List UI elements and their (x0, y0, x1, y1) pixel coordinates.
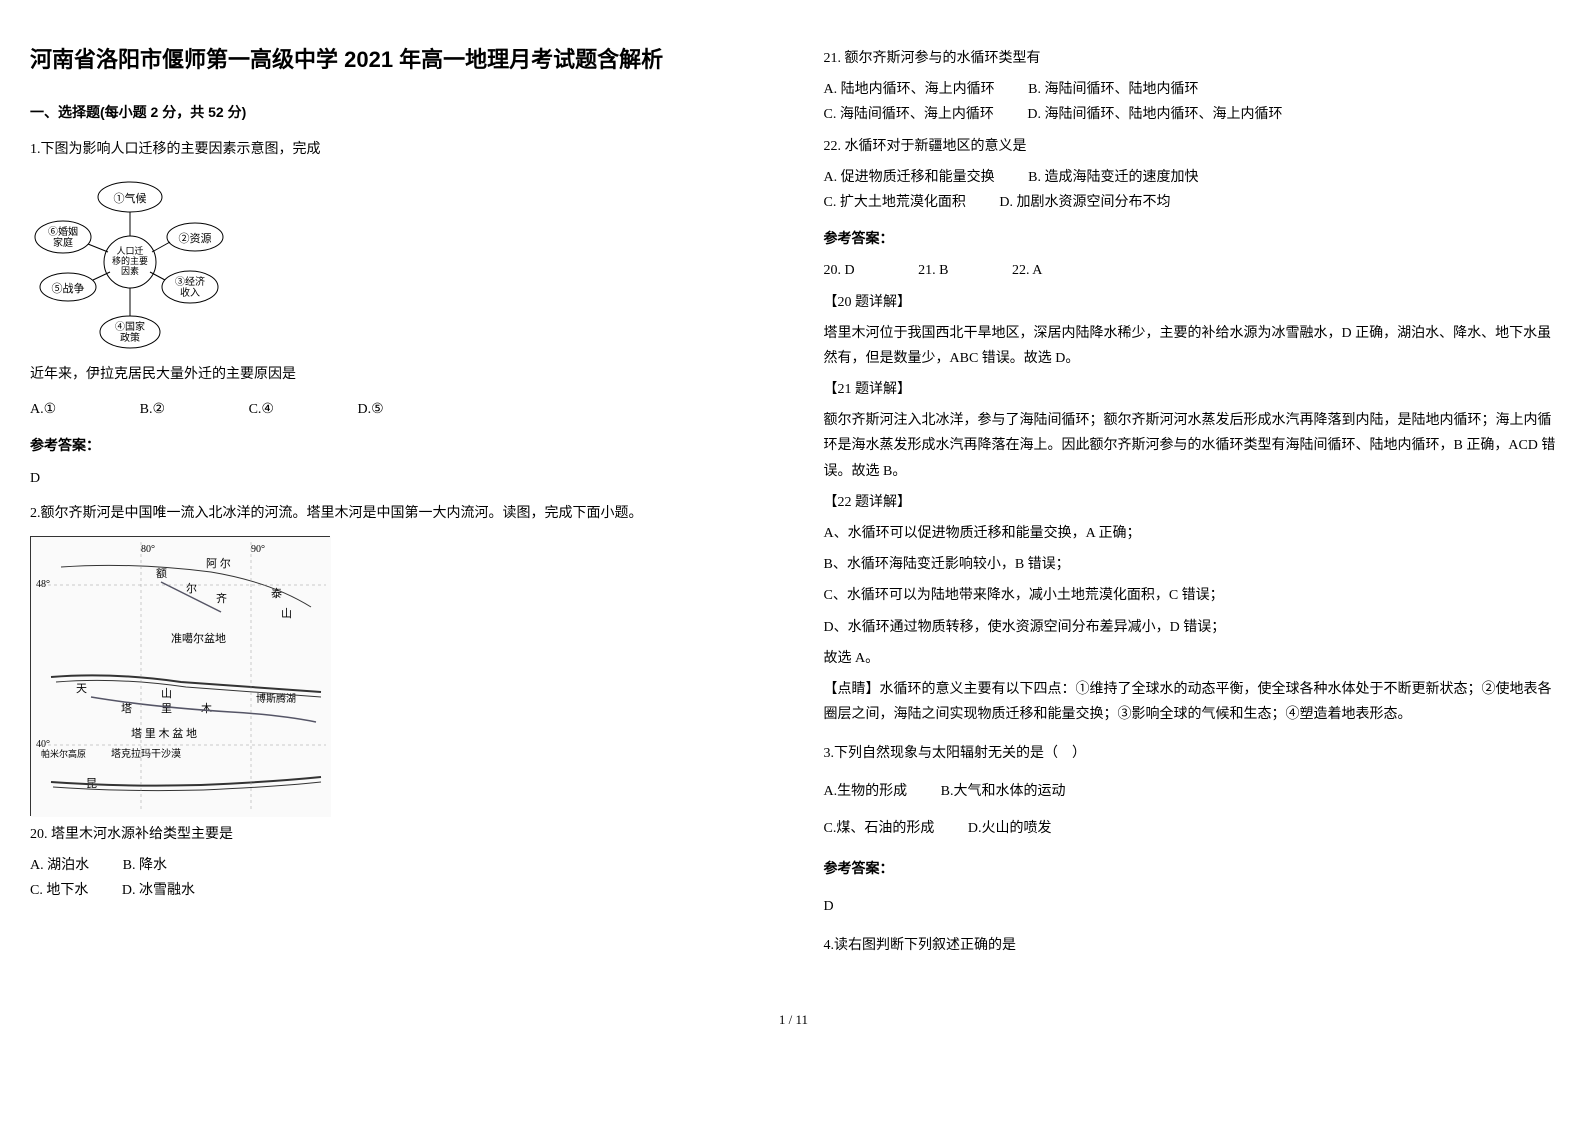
question-1-options: A.① B.② C.④ D.⑤ (30, 397, 764, 422)
q20-option-d: D. 冰雪融水 (122, 878, 195, 903)
center-3: 因素 (121, 265, 139, 276)
explain-21-text: 额尔齐斯河注入北冰洋，参与了海陆间循环；额尔齐斯河河水蒸发后形成水汽再降落到内陆… (824, 408, 1558, 484)
explain-22-tip: 【点睛】水循环的意义主要有以下四点：①维持了全球水的动态平衡，使全球各种水体处于… (824, 677, 1558, 727)
factor-6a: ⑥婚姻 (48, 225, 78, 238)
explain-22-heading: 【22 题详解】 (824, 490, 1558, 515)
q1-answer: D (30, 466, 764, 491)
factor-diagram: ①气候 ②资源 ③经济 收入 ④国家 政策 ⑤战争 ⑥婚姻 家庭 人口迁 移的主… (30, 172, 230, 352)
svg-text:塔: 塔 (121, 702, 132, 715)
q22-option-c: C. 扩大土地荒漠化面积 (824, 190, 966, 215)
q22-option-a: A. 促进物质迁移和能量交换 (824, 165, 995, 190)
factor-4b: 政策 (120, 331, 140, 344)
svg-text:山: 山 (281, 607, 292, 620)
svg-text:80°: 80° (141, 544, 155, 555)
q21-option-a: A. 陆地内循环、海上内循环 (824, 77, 995, 102)
question-20-options-cd: C. 地下水 D. 冰雪融水 (30, 878, 764, 903)
explain-20-heading: 【20 题详解】 (824, 290, 1558, 315)
q20-option-b: B. 降水 (123, 853, 167, 878)
factor-1: ①气候 (114, 191, 147, 205)
explain-22-d: D、水循环通过物质转移，使水资源空间分布差异减小，D 错误； (824, 615, 1558, 640)
svg-text:里: 里 (161, 702, 172, 715)
q3-answer-label: 参考答案： (824, 857, 1558, 882)
svg-text:齐: 齐 (216, 591, 227, 605)
svg-text:塔克拉玛干沙漠: 塔克拉玛干沙漠 (111, 747, 181, 760)
question-21-options-ab: A. 陆地内循环、海上内循环 B. 海陆间循环、陆地内循环 (824, 77, 1558, 102)
explain-22-c: C、水循环可以为陆地带来降水，减小土地荒漠化面积，C 错误； (824, 583, 1558, 608)
svg-text:帕米尔高原: 帕米尔高原 (41, 748, 86, 759)
answers-20-22-label: 参考答案： (824, 227, 1558, 252)
svg-text:木: 木 (201, 702, 212, 715)
question-21-text: 21. 额尔齐斯河参与的水循环类型有 (824, 46, 1558, 71)
question-20-text: 20. 塔里木河水源补给类型主要是 (30, 822, 764, 847)
q21-option-b: B. 海陆间循环、陆地内循环 (1028, 77, 1198, 102)
right-column: 21. 额尔齐斯河参与的水循环类型有 A. 陆地内循环、海上内循环 B. 海陆间… (824, 40, 1558, 968)
svg-text:准噶尔盆地: 准噶尔盆地 (171, 631, 226, 645)
question-1-prompt: 近年来，伊拉克居民大量外迁的主要原因是 (30, 362, 764, 387)
q3-answer: D (824, 894, 1558, 919)
factor-4a: ④国家 (115, 320, 145, 333)
factor-3b: 收入 (180, 286, 200, 299)
question-22-text: 22. 水循环对于新疆地区的意义是 (824, 134, 1558, 159)
q22-option-b: B. 造成海陆变迁的速度加快 (1028, 165, 1198, 190)
left-column: 河南省洛阳市偃师第一高级中学 2021 年高一地理月考试题含解析 一、选择题(每… (30, 40, 764, 968)
q21-option-d: D. 海陆间循环、陆地内循环、海上内循环 (1027, 102, 1282, 127)
svg-text:48°: 48° (36, 579, 50, 590)
question-3-options-ab: A.生物的形成 B.大气和水体的运动 (824, 779, 1558, 804)
factor-5: ⑤战争 (52, 281, 85, 295)
factor-6b: 家庭 (53, 236, 73, 249)
q1-option-b: B.② (140, 397, 165, 422)
xinjiang-map: 80° 90° 48° 40° 额 阿 尔 尔 齐 泰 山 准噶尔盆地 天 山 … (30, 536, 330, 816)
answer-22: 22. A (1012, 258, 1042, 283)
svg-text:额: 额 (156, 567, 167, 580)
question-3-options-cd: C.煤、石油的形成 D.火山的喷发 (824, 816, 1558, 841)
q1-option-c: C.④ (249, 397, 274, 422)
q22-option-d: D. 加剧水资源空间分布不均 (999, 190, 1170, 215)
q3-option-a: A.生物的形成 (824, 779, 908, 804)
question-3-text: 3.下列自然现象与太阳辐射无关的是（ ） (824, 741, 1558, 766)
explain-22-a: A、水循环可以促进物质迁移和能量交换，A 正确； (824, 521, 1558, 546)
explain-22-conclusion: 故选 A。 (824, 646, 1558, 671)
svg-text:天: 天 (76, 683, 87, 695)
explain-22-b: B、水循环海陆变迁影响较小，B 错误； (824, 552, 1558, 577)
center-1: 人口迁 (116, 246, 143, 256)
explain-21-heading: 【21 题详解】 (824, 377, 1558, 402)
question-4-text: 4.读右图判断下列叙述正确的是 (824, 933, 1558, 958)
factor-2: ②资源 (179, 231, 212, 245)
q1-answer-label: 参考答案： (30, 434, 764, 459)
q20-option-c: C. 地下水 (30, 878, 88, 903)
question-2-text: 2.额尔齐斯河是中国唯一流入北冰洋的河流。塔里木河是中国第一大内流河。读图，完成… (30, 501, 764, 526)
question-22-options-ab: A. 促进物质迁移和能量交换 B. 造成海陆变迁的速度加快 (824, 165, 1558, 190)
q3-option-d: D.火山的喷发 (968, 816, 1052, 841)
q20-option-a: A. 湖泊水 (30, 853, 89, 878)
explain-20-text: 塔里木河位于我国西北干旱地区，深居内陆降水稀少，主要的补给水源为冰雪融水，D 正… (824, 321, 1558, 371)
q3-option-b: B.大气和水体的运动 (941, 779, 1066, 804)
page-footer: 1 / 11 (30, 1008, 1557, 1031)
q3-option-c: C.煤、石油的形成 (824, 816, 935, 841)
answer-20: 20. D (824, 258, 855, 283)
factor-3a: ③经济 (175, 275, 205, 288)
svg-text:阿 尔: 阿 尔 (206, 557, 231, 570)
question-20-options-ab: A. 湖泊水 B. 降水 (30, 853, 764, 878)
answers-20-22: 20. D 21. B 22. A (824, 258, 1558, 283)
q1-option-d: D.⑤ (357, 397, 383, 422)
svg-text:山: 山 (161, 687, 172, 700)
answer-21: 21. B (918, 258, 948, 283)
page-container: 河南省洛阳市偃师第一高级中学 2021 年高一地理月考试题含解析 一、选择题(每… (30, 40, 1557, 968)
q21-option-c: C. 海陆间循环、海上内循环 (824, 102, 994, 127)
svg-text:尔: 尔 (186, 582, 197, 595)
q1-option-a: A.① (30, 397, 56, 422)
question-1-text: 1.下图为影响人口迁移的主要因素示意图，完成 (30, 137, 764, 162)
question-22-options-cd: C. 扩大土地荒漠化面积 D. 加剧水资源空间分布不均 (824, 190, 1558, 215)
section-1-heading: 一、选择题(每小题 2 分，共 52 分) (30, 100, 764, 125)
question-21-options-cd: C. 海陆间循环、海上内循环 D. 海陆间循环、陆地内循环、海上内循环 (824, 102, 1558, 127)
svg-text:90°: 90° (251, 544, 265, 555)
document-title: 河南省洛阳市偃师第一高级中学 2021 年高一地理月考试题含解析 (30, 40, 764, 80)
center-2: 移的主要 (112, 255, 148, 266)
